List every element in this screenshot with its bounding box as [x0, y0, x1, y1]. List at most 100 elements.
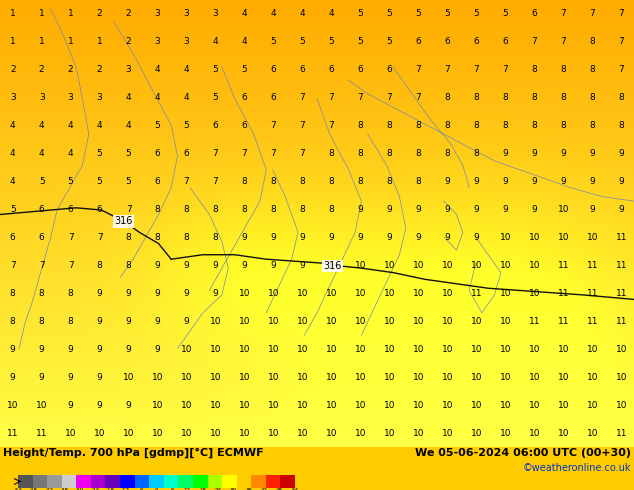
- Text: 8: 8: [10, 289, 16, 298]
- Text: 10: 10: [558, 401, 569, 410]
- Text: 10: 10: [442, 429, 453, 438]
- Text: 7: 7: [415, 93, 422, 102]
- Text: 10: 10: [442, 373, 453, 382]
- Bar: [91, 475, 105, 488]
- Text: 10: 10: [210, 317, 221, 326]
- Text: 9: 9: [39, 345, 44, 354]
- Text: 10: 10: [239, 429, 250, 438]
- Text: 7: 7: [212, 149, 219, 158]
- Text: 10: 10: [529, 401, 540, 410]
- Text: 10: 10: [558, 205, 569, 214]
- Text: 4: 4: [242, 37, 247, 46]
- Text: 10: 10: [326, 317, 337, 326]
- Text: 5: 5: [387, 37, 392, 46]
- Text: 10: 10: [413, 289, 424, 298]
- Text: 48: 48: [276, 489, 283, 490]
- Text: 9: 9: [212, 261, 219, 270]
- Text: 9: 9: [126, 317, 131, 326]
- Text: 10: 10: [297, 317, 308, 326]
- Text: 3: 3: [184, 9, 190, 18]
- Text: 316: 316: [324, 261, 342, 271]
- Text: 11: 11: [586, 317, 598, 326]
- Text: 10: 10: [586, 345, 598, 354]
- Text: 8: 8: [444, 149, 450, 158]
- Text: 8: 8: [358, 149, 363, 158]
- Text: 10: 10: [413, 373, 424, 382]
- Text: 10: 10: [239, 373, 250, 382]
- Bar: [47, 475, 61, 488]
- Text: 10: 10: [268, 401, 279, 410]
- Text: 8: 8: [531, 121, 537, 130]
- Text: 4: 4: [39, 121, 44, 130]
- Text: 36: 36: [245, 489, 252, 490]
- Text: 10: 10: [413, 429, 424, 438]
- Text: 9: 9: [39, 373, 44, 382]
- Text: 9: 9: [503, 149, 508, 158]
- Text: 5: 5: [126, 177, 131, 186]
- Text: 10: 10: [355, 429, 366, 438]
- Text: 5: 5: [415, 9, 422, 18]
- Text: 42: 42: [261, 489, 268, 490]
- Text: 8: 8: [242, 177, 247, 186]
- Text: 3: 3: [68, 93, 74, 102]
- Text: We 05-06-2024 06:00 UTC (00+30): We 05-06-2024 06:00 UTC (00+30): [415, 448, 631, 458]
- Text: 4: 4: [39, 149, 44, 158]
- Text: 10: 10: [500, 401, 511, 410]
- Text: 8: 8: [97, 261, 103, 270]
- Text: 4: 4: [68, 121, 74, 130]
- Text: 4: 4: [300, 9, 306, 18]
- Text: 11: 11: [470, 289, 482, 298]
- Text: 10: 10: [558, 373, 569, 382]
- Text: 10: 10: [239, 401, 250, 410]
- Text: 10: 10: [558, 429, 569, 438]
- Text: 10: 10: [181, 373, 192, 382]
- Text: 11: 11: [558, 317, 569, 326]
- Text: 4: 4: [126, 121, 131, 130]
- Text: 10: 10: [268, 373, 279, 382]
- Text: 10: 10: [297, 373, 308, 382]
- Text: 4: 4: [328, 9, 334, 18]
- Text: 9: 9: [300, 233, 306, 242]
- Text: 8: 8: [271, 205, 276, 214]
- Text: 8: 8: [300, 205, 306, 214]
- Text: 9: 9: [300, 261, 306, 270]
- Bar: [134, 475, 149, 488]
- Text: 11: 11: [36, 429, 48, 438]
- Text: 10: 10: [500, 317, 511, 326]
- Text: 3: 3: [212, 9, 219, 18]
- Text: 10: 10: [326, 289, 337, 298]
- Text: 10: 10: [7, 401, 18, 410]
- Text: 8: 8: [212, 205, 219, 214]
- Text: 8: 8: [212, 233, 219, 242]
- Text: 8: 8: [474, 121, 479, 130]
- Text: 8: 8: [387, 121, 392, 130]
- Text: 5: 5: [126, 149, 131, 158]
- Text: 9: 9: [474, 177, 479, 186]
- Text: 6: 6: [10, 233, 16, 242]
- Text: 8: 8: [474, 149, 479, 158]
- Text: 10: 10: [384, 317, 395, 326]
- Text: -38: -38: [60, 489, 68, 490]
- Text: 4: 4: [184, 65, 190, 74]
- Text: 6: 6: [39, 233, 44, 242]
- Text: 9: 9: [10, 345, 16, 354]
- Text: 9: 9: [97, 317, 103, 326]
- Text: 9: 9: [155, 345, 160, 354]
- Text: 6: 6: [170, 489, 174, 490]
- Text: 9: 9: [10, 373, 16, 382]
- Text: 8: 8: [444, 121, 450, 130]
- Text: 10: 10: [239, 289, 250, 298]
- Text: 8: 8: [560, 65, 566, 74]
- Text: 10: 10: [470, 373, 482, 382]
- Text: 10: 10: [500, 233, 511, 242]
- Text: 10: 10: [210, 345, 221, 354]
- Text: 2: 2: [10, 65, 15, 74]
- Text: 9: 9: [415, 233, 422, 242]
- Text: 11: 11: [558, 289, 569, 298]
- Text: 7: 7: [560, 9, 566, 18]
- Text: 9: 9: [97, 289, 103, 298]
- Text: 11: 11: [586, 289, 598, 298]
- Text: 9: 9: [618, 149, 624, 158]
- Text: 1: 1: [39, 37, 44, 46]
- Text: 1: 1: [10, 9, 16, 18]
